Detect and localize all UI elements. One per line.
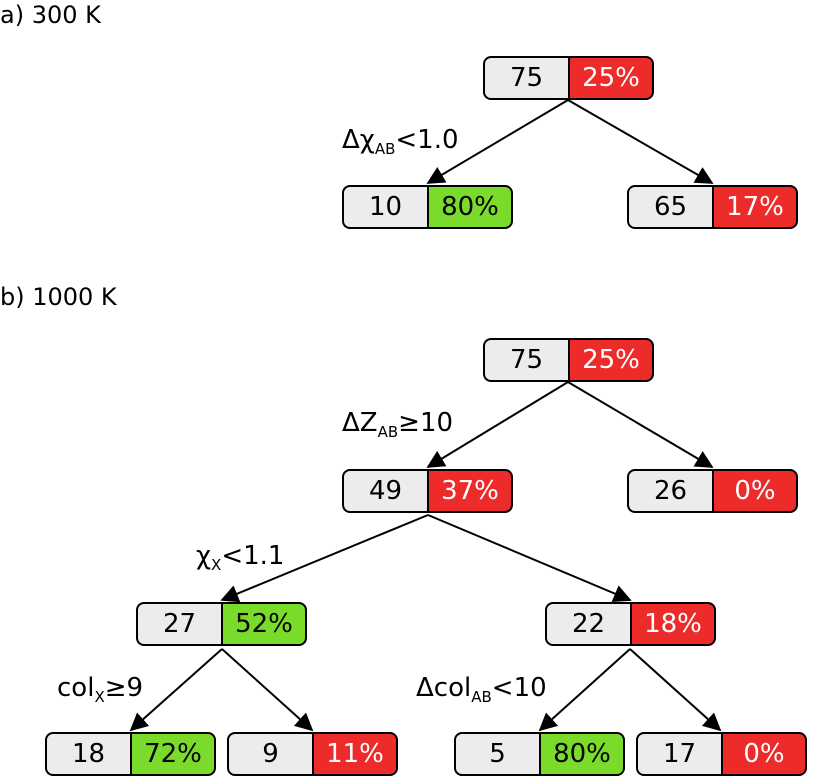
edge-b-r2-r3b [629,648,722,732]
node-percentage: 0% [721,732,807,776]
edge-b-l1-r2 [427,514,632,603]
node-count: 18 [45,732,130,776]
edge-b-root-r1 [567,381,714,468]
edge-b-root-l1 [426,381,569,468]
split-subscript: AB [471,688,492,706]
edge-b-r2-r3a [538,648,631,732]
split-threshold: <1.1 [221,541,285,571]
edge-a-root-left [426,99,569,184]
split-variable: χ [196,541,212,571]
node-count: 75 [483,56,568,100]
node-percentage: 18% [630,602,716,646]
node-percentage: 25% [568,56,654,100]
tree-node-b-root: 75 25% [483,338,654,382]
node-count: 17 [636,732,721,776]
node-percentage: 17% [712,185,798,229]
node-count: 49 [342,469,427,513]
split-subscript: X [94,688,105,706]
edge-a-root-right [567,99,714,184]
node-count: 5 [454,732,539,776]
split-condition-b-level2-left: colX≥9 [57,675,143,705]
tree-node-b-level2-right: 22 18% [545,602,716,646]
split-subscript: AB [377,423,399,441]
split-threshold: ≥10 [398,408,454,438]
tree-node-b-level1-right: 26 0% [627,469,798,513]
split-variable: Δχ [342,125,375,155]
node-count: 26 [627,469,712,513]
split-threshold: ≥9 [104,673,144,703]
tree-node-b-level2-left: 27 52% [136,602,307,646]
tree-node-b-level1-left: 49 37% [342,469,513,513]
split-condition-b-root: ΔZAB≥10 [342,410,453,440]
split-condition-b-level1: χX<1.1 [196,543,284,573]
node-count: 9 [227,732,312,776]
split-condition-a-root: ΔχAB<1.0 [342,127,459,157]
split-variable: ΔZ [342,408,378,438]
node-percentage: 72% [130,732,216,776]
tree-node-a-right: 65 17% [627,185,798,229]
split-threshold: <10 [491,673,547,703]
split-subscript: X [211,556,222,574]
tree-node-b-level3-d: 17 0% [636,732,807,776]
tree-node-b-level3-c: 5 80% [454,732,625,776]
node-count: 65 [627,185,712,229]
tree-node-a-root: 75 25% [483,56,654,100]
edge-b-l2-l3a [129,648,223,732]
node-count: 22 [545,602,630,646]
node-count: 27 [136,602,221,646]
panel-b-label: b) 1000 K [0,283,117,311]
tree-node-a-left: 10 80% [342,185,513,229]
edge-b-l1-l2 [220,514,429,603]
split-subscript: AB [374,140,396,158]
edge-b-l2-l3b [221,648,314,732]
split-threshold: <1.0 [395,125,459,155]
node-count: 10 [342,185,427,229]
node-percentage: 37% [427,469,513,513]
panel-a-label: a) 300 K [0,1,101,29]
node-percentage: 11% [312,732,398,776]
tree-node-b-level3-b: 9 11% [227,732,398,776]
split-variable: col [57,673,95,703]
node-percentage: 80% [427,185,513,229]
node-percentage: 80% [539,732,625,776]
node-percentage: 0% [712,469,798,513]
node-percentage: 25% [568,338,654,382]
node-percentage: 52% [221,602,307,646]
tree-node-b-level3-a: 18 72% [45,732,216,776]
node-count: 75 [483,338,568,382]
split-condition-b-level2-right: ΔcolAB<10 [416,675,547,705]
split-variable: Δcol [416,673,472,703]
